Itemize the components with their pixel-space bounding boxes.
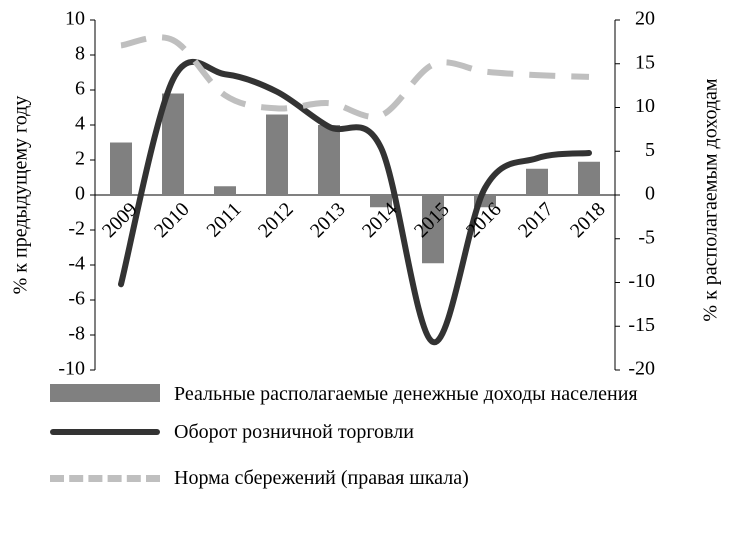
legend-item: Реальные располагаемые денежные доходы н…	[50, 382, 730, 406]
bar	[214, 186, 236, 195]
bar	[110, 142, 132, 195]
legend-swatch	[50, 475, 160, 482]
x-tick-label: 2012	[254, 198, 298, 242]
y2-tick-label: -10	[628, 270, 655, 292]
y2-tick-label: 10	[635, 95, 655, 117]
y2-tick-label: 5	[645, 139, 655, 161]
line	[118, 58, 592, 345]
y-tick-label: 0	[75, 183, 85, 205]
bar	[526, 168, 548, 195]
bar	[422, 195, 444, 264]
x-tick-label: 2009	[98, 198, 142, 242]
y2-tick-label: 15	[635, 51, 655, 73]
y2-tick-label: -15	[628, 314, 655, 336]
x-tick-label: 2013	[306, 198, 350, 242]
bar	[162, 93, 184, 195]
legend-swatch	[50, 384, 160, 402]
x-tick-label: 2010	[150, 198, 194, 242]
legend-key	[50, 420, 160, 444]
y-tick-label: -4	[68, 253, 85, 275]
legend-item: Оборот розничной торговли	[50, 420, 730, 444]
legend-label: Реальные располагаемые денежные доходы н…	[174, 383, 638, 405]
y2-tick-label: 0	[645, 183, 655, 205]
y-tick-label: -6	[68, 288, 85, 310]
legend-item: Норма сбережений (правая шкала)	[50, 466, 730, 490]
y-tick-label: -10	[58, 358, 85, 380]
y2-tick-label: -20	[628, 358, 655, 380]
chart: % к предыдущему году % к располагаемым д…	[10, 8, 722, 380]
bar	[578, 161, 600, 195]
legend: Реальные располагаемые денежные доходы н…	[50, 382, 730, 504]
x-tick-label: 2011	[202, 198, 245, 241]
legend-key	[50, 466, 160, 490]
x-tick-label: 2017	[514, 198, 558, 242]
y-tick-label: 8	[75, 43, 85, 65]
y-tick-label: 4	[75, 113, 85, 135]
x-tick-label: 2018	[566, 198, 610, 242]
y-tick-label: 2	[75, 148, 85, 170]
y-tick-label: -2	[68, 218, 85, 240]
legend-label: Норма сбережений (правая шкала)	[174, 467, 469, 489]
legend-label: Оборот розничной торговли	[174, 421, 414, 443]
y2-tick-label: 20	[635, 8, 655, 30]
y2-axis-label: % к располагаемым доходам	[700, 78, 722, 322]
y-tick-label: 6	[75, 78, 85, 100]
bar	[266, 114, 288, 195]
line	[120, 34, 590, 120]
legend-swatch	[50, 429, 160, 435]
y2-tick-label: -5	[638, 226, 655, 248]
y-axis-label: % к предыдущему году	[10, 96, 32, 295]
y-tick-label: -8	[68, 323, 85, 345]
bar	[318, 125, 340, 195]
x-tick-label: 2015	[410, 198, 454, 242]
bar	[370, 195, 392, 208]
y-tick-label: 10	[65, 8, 85, 30]
legend-key	[50, 382, 160, 406]
